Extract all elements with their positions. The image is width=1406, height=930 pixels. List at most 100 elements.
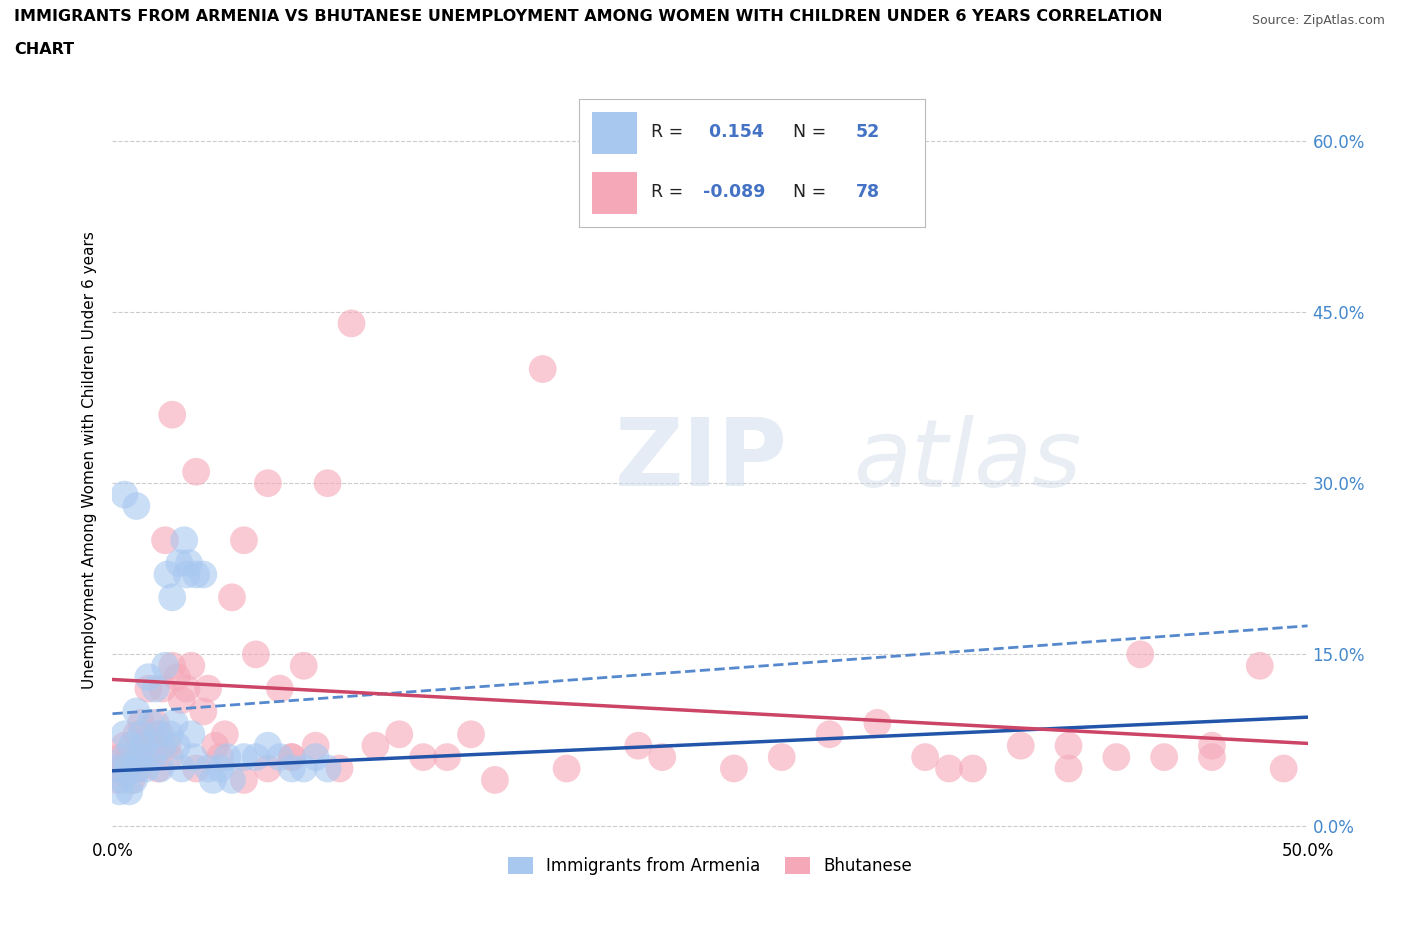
Point bbox=[152, 681, 174, 696]
Point bbox=[305, 738, 328, 753]
Point bbox=[139, 727, 162, 742]
Point bbox=[627, 738, 650, 753]
Point bbox=[214, 727, 236, 742]
Point bbox=[176, 567, 198, 582]
Point bbox=[162, 407, 183, 422]
Point bbox=[153, 658, 176, 673]
Point bbox=[1201, 750, 1223, 764]
Point bbox=[209, 750, 232, 764]
Point bbox=[156, 738, 179, 753]
Point bbox=[108, 750, 131, 764]
Point bbox=[145, 715, 167, 730]
Point bbox=[1057, 738, 1080, 753]
Point bbox=[186, 761, 208, 776]
Point bbox=[125, 727, 148, 742]
Text: IMMIGRANTS FROM ARMENIA VS BHUTANESE UNEMPLOYMENT AMONG WOMEN WITH CHILDREN UNDE: IMMIGRANTS FROM ARMENIA VS BHUTANESE UNE… bbox=[14, 9, 1163, 24]
Point bbox=[118, 784, 141, 799]
Point bbox=[145, 681, 167, 696]
Point bbox=[217, 750, 239, 764]
Point bbox=[1057, 761, 1080, 776]
Point bbox=[156, 567, 179, 582]
Point bbox=[723, 761, 745, 776]
Point bbox=[245, 647, 267, 662]
Point bbox=[129, 727, 152, 742]
Point bbox=[193, 704, 215, 719]
Point bbox=[1010, 738, 1032, 753]
Point bbox=[555, 761, 578, 776]
Point bbox=[142, 738, 165, 753]
Point bbox=[105, 761, 128, 776]
Point bbox=[651, 750, 673, 764]
Point bbox=[139, 715, 162, 730]
Point bbox=[233, 750, 256, 764]
Point bbox=[159, 750, 181, 764]
Point bbox=[128, 761, 150, 776]
Point bbox=[340, 316, 363, 331]
Point bbox=[204, 738, 226, 753]
Point bbox=[1201, 738, 1223, 753]
Point bbox=[111, 773, 134, 788]
Point bbox=[1129, 647, 1152, 662]
Point bbox=[460, 727, 482, 742]
Point bbox=[292, 658, 315, 673]
Text: CHART: CHART bbox=[14, 42, 75, 57]
Point bbox=[183, 750, 205, 764]
Point bbox=[938, 761, 960, 776]
Point bbox=[1249, 658, 1271, 673]
Point bbox=[163, 715, 186, 730]
Point bbox=[914, 750, 936, 764]
Point bbox=[316, 761, 339, 776]
Point bbox=[281, 750, 304, 764]
Text: ZIP: ZIP bbox=[614, 415, 787, 506]
Point bbox=[1272, 761, 1295, 776]
Point bbox=[121, 738, 143, 753]
Point bbox=[166, 670, 188, 684]
Point bbox=[153, 533, 176, 548]
Point bbox=[245, 750, 267, 764]
Point bbox=[281, 750, 304, 764]
Point bbox=[138, 670, 160, 684]
Point bbox=[412, 750, 434, 764]
Point bbox=[105, 773, 128, 788]
Point bbox=[233, 773, 256, 788]
Legend: Immigrants from Armenia, Bhutanese: Immigrants from Armenia, Bhutanese bbox=[501, 850, 920, 882]
Point bbox=[209, 761, 232, 776]
Point bbox=[436, 750, 458, 764]
Point bbox=[121, 773, 143, 788]
Point bbox=[292, 761, 315, 776]
Point bbox=[180, 658, 202, 673]
Point bbox=[770, 750, 793, 764]
Point bbox=[129, 715, 152, 730]
Point bbox=[162, 590, 183, 604]
Point bbox=[135, 738, 157, 753]
Point bbox=[125, 704, 148, 719]
Point bbox=[118, 750, 141, 764]
Point bbox=[329, 761, 352, 776]
Point bbox=[221, 590, 243, 604]
Point bbox=[962, 761, 984, 776]
Point bbox=[388, 727, 411, 742]
Y-axis label: Unemployment Among Women with Children Under 6 years: Unemployment Among Women with Children U… bbox=[82, 232, 97, 689]
Point bbox=[170, 693, 193, 708]
Point bbox=[173, 533, 195, 548]
Point bbox=[115, 761, 138, 776]
Point bbox=[866, 715, 889, 730]
Point bbox=[146, 727, 169, 742]
Point bbox=[114, 727, 135, 742]
Point bbox=[177, 555, 200, 570]
Point bbox=[135, 761, 157, 776]
Point bbox=[114, 487, 135, 502]
Point bbox=[186, 567, 208, 582]
Point bbox=[364, 738, 387, 753]
Point bbox=[122, 773, 145, 788]
Point bbox=[186, 464, 208, 479]
Point bbox=[159, 727, 181, 742]
Point bbox=[170, 761, 193, 776]
Point bbox=[166, 738, 188, 753]
Point bbox=[114, 750, 135, 764]
Point bbox=[176, 681, 198, 696]
Point bbox=[531, 362, 554, 377]
Point bbox=[138, 681, 160, 696]
Point bbox=[149, 727, 172, 742]
Point bbox=[257, 738, 280, 753]
